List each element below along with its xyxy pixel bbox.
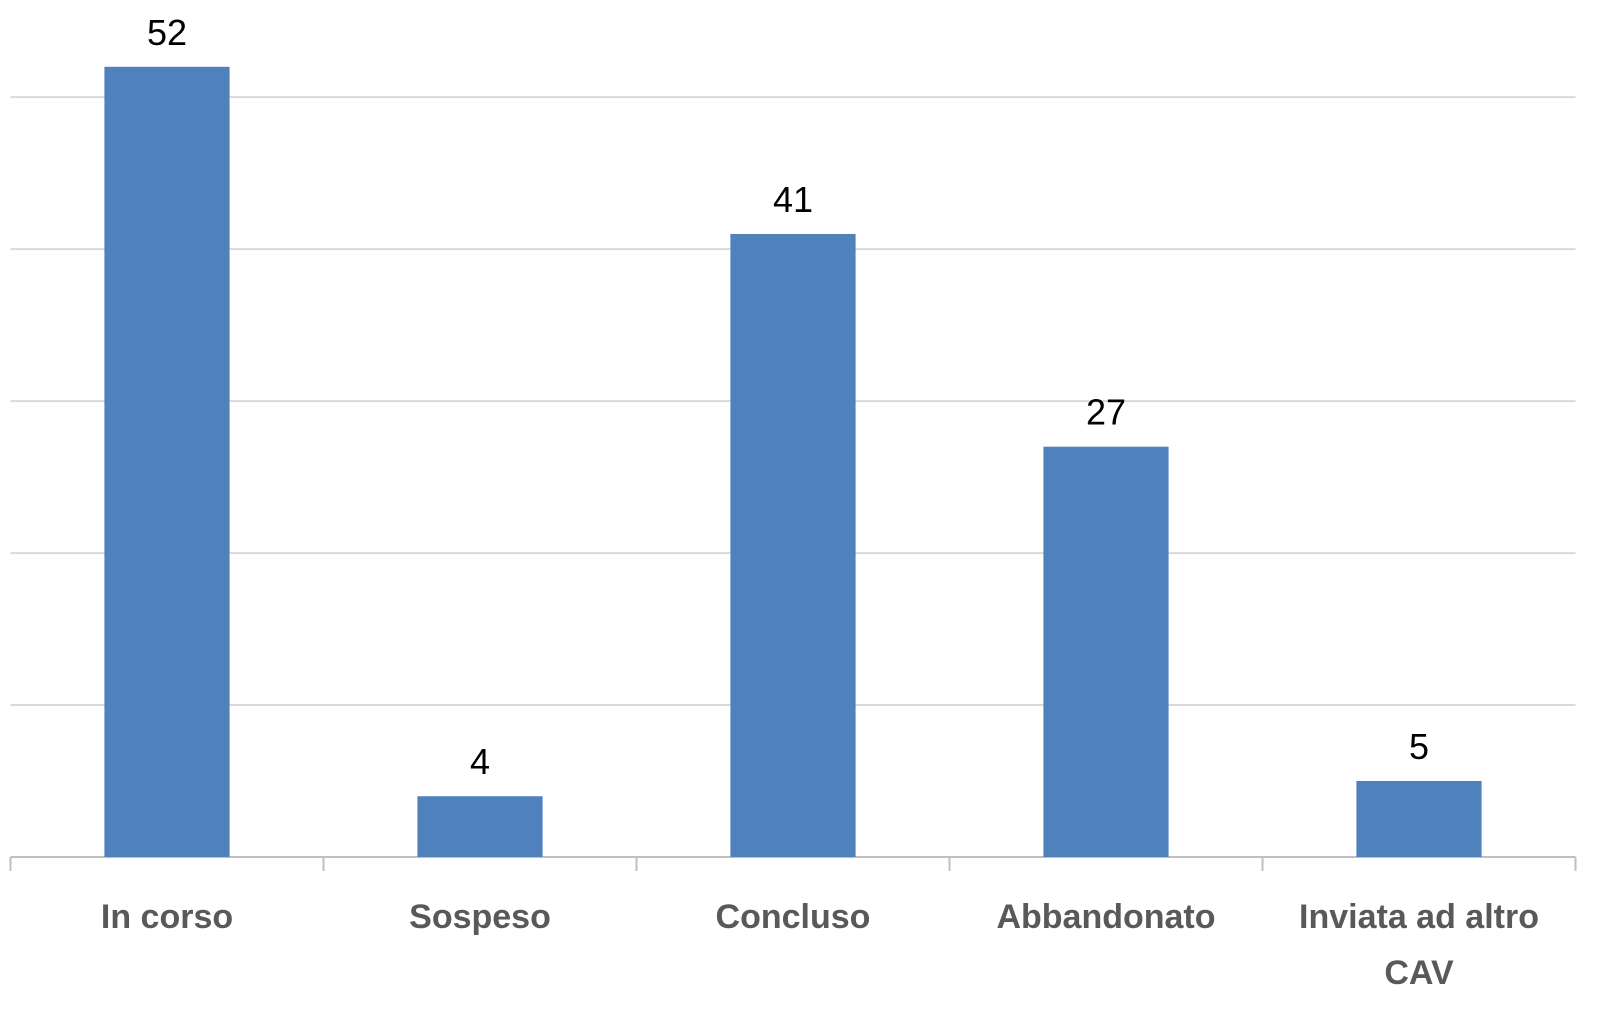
x-tick-label: Sospeso	[409, 898, 551, 936]
bar	[104, 66, 230, 858]
bar	[417, 796, 543, 857]
bar	[1043, 446, 1169, 857]
data-label: 27	[1086, 392, 1126, 433]
x-tick-label: In corso	[100, 898, 234, 936]
data-label: 4	[470, 741, 490, 782]
data-label: 41	[773, 179, 813, 220]
data-label: 5	[1409, 726, 1429, 767]
data-label: 52	[147, 12, 187, 53]
x-tick-label: Concluso	[715, 898, 871, 936]
x-tick-label: Inviata ad altro CAV	[1299, 898, 1539, 992]
bar	[1356, 781, 1482, 857]
bar	[730, 233, 856, 858]
x-tick-label: Abbandonato	[996, 898, 1216, 936]
